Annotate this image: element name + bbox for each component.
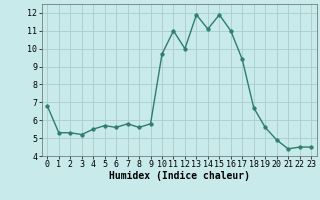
- X-axis label: Humidex (Indice chaleur): Humidex (Indice chaleur): [109, 171, 250, 181]
